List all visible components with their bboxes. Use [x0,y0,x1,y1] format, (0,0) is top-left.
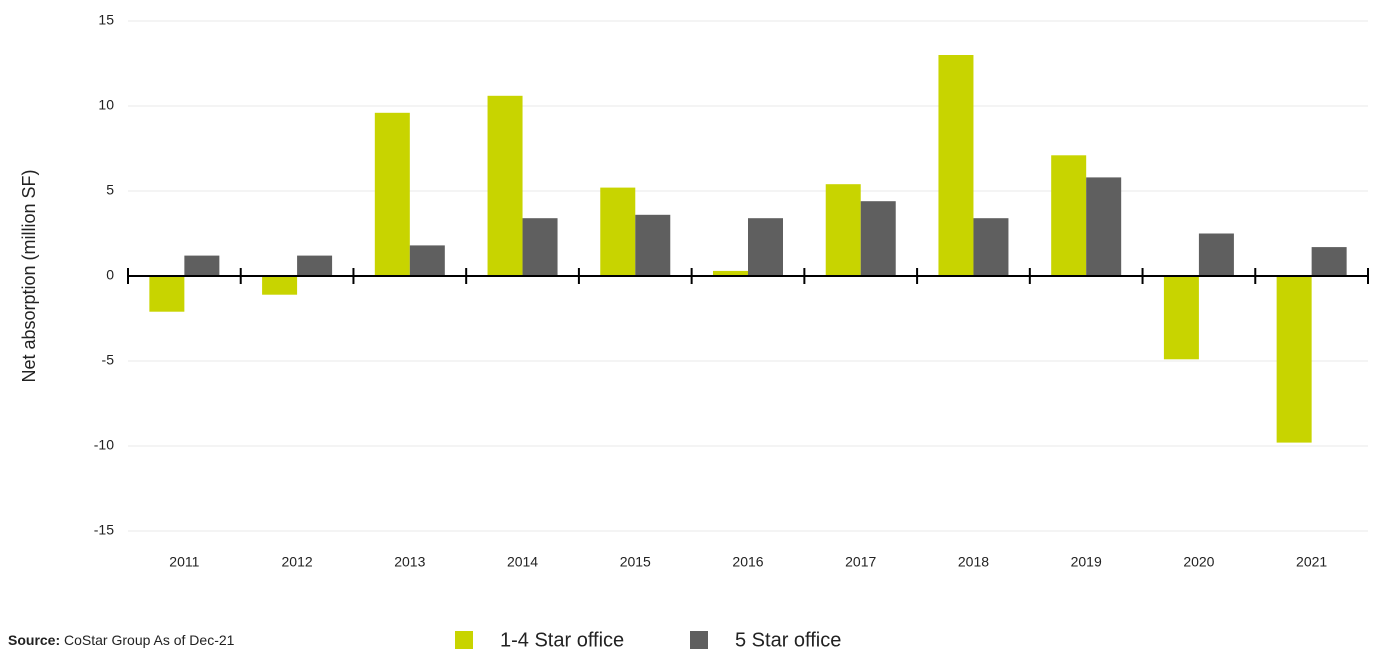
x-tick-label: 2013 [394,554,425,570]
y-tick-label: 5 [106,182,114,198]
y-tick-label: 0 [106,267,114,283]
x-tick-label: 2019 [1071,554,1102,570]
bar [748,218,783,276]
bar [487,95,523,276]
bar [860,201,896,276]
x-tick-label: 2018 [958,554,989,570]
bar [713,270,748,276]
y-tick-label: -15 [94,522,114,538]
legend-swatch [690,631,708,649]
bar [409,245,445,276]
legend-label: 5 Star office [735,629,841,651]
source-label: Source: [8,632,60,648]
bar [1086,177,1122,276]
bar [1198,233,1234,276]
bar [825,184,861,276]
bar [184,255,220,276]
bar [1163,276,1199,360]
bar [1311,247,1347,276]
x-tick-label: 2014 [507,554,538,570]
y-tick-label: 10 [98,97,114,113]
y-tick-label: -10 [94,437,114,453]
x-tick-label: 2015 [620,554,651,570]
x-tick-label: 2017 [845,554,876,570]
x-tick-label: 2016 [732,554,763,570]
x-tick-label: 2012 [282,554,313,570]
bar [1051,155,1087,276]
legend-swatch [455,631,473,649]
y-tick-label: 15 [98,12,114,28]
bar [374,112,410,276]
x-tick-label: 2021 [1296,554,1327,570]
bar [635,214,671,276]
bar [973,218,1009,276]
bar [149,276,185,312]
x-tick-label: 2020 [1183,554,1214,570]
bar [262,276,298,295]
source: Source: CoStar Group As of Dec-21 [8,632,235,648]
y-axis-label: Net absorption (million SF) [19,169,39,382]
y-tick-label: -5 [102,352,115,368]
x-tick-label: 2011 [169,554,199,570]
legend-label: 1-4 Star office [500,629,624,651]
source-text: CoStar Group As of Dec-21 [64,632,235,648]
bar [938,55,974,276]
bar [297,255,333,276]
bar [522,218,558,276]
bar [600,187,636,276]
bar [1276,276,1312,443]
